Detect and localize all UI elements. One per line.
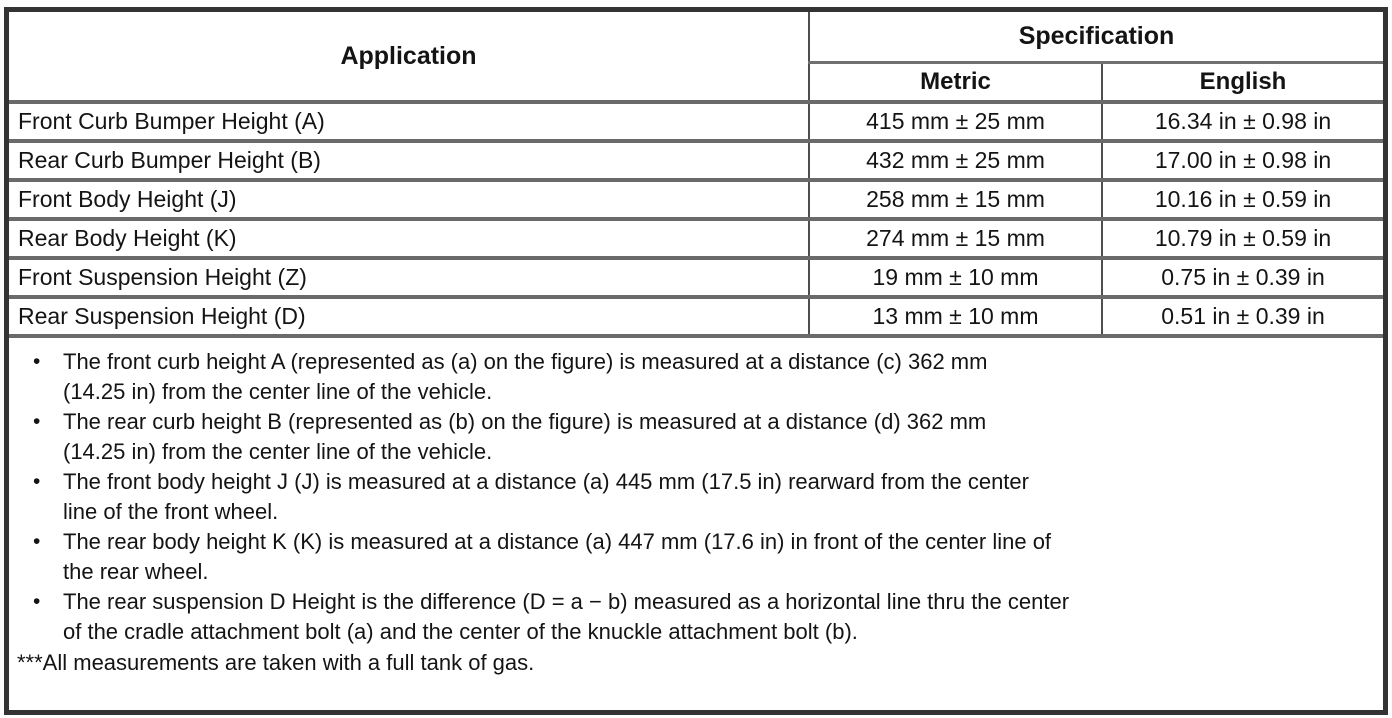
note-item: • The front body height J (J) is measure…: [17, 467, 1375, 527]
english-value-cell: 10.79 in ± 0.59 in: [1101, 219, 1383, 260]
column-header-metric: Metric: [808, 62, 1102, 105]
bullet-icon: •: [33, 410, 41, 433]
note-item: • The front curb height A (represented a…: [17, 347, 1375, 407]
notes-section: • The front curb height A (represented a…: [9, 338, 1383, 678]
metric-value-cell: 415 mm ± 25 mm: [808, 102, 1102, 143]
application-cell: Rear Curb Bumper Height (B): [9, 141, 809, 182]
table-row: Rear Body Height (K) 274 mm ± 15 mm 10.7…: [9, 219, 1383, 260]
header-row-top: Application Specification: [9, 12, 1383, 104]
metric-value-cell: 432 mm ± 25 mm: [808, 141, 1102, 182]
metric-value-cell: 13 mm ± 10 mm: [808, 297, 1102, 338]
application-cell: Front Body Height (J): [9, 180, 809, 221]
note-item: • The rear suspension D Height is the di…: [17, 587, 1375, 647]
bullet-icon: •: [33, 590, 41, 613]
bullet-icon: •: [33, 530, 41, 553]
table-row: Front Body Height (J) 258 mm ± 15 mm 10.…: [9, 180, 1383, 221]
english-value-cell: 16.34 in ± 0.98 in: [1101, 102, 1383, 143]
note-item: • The rear curb height B (represented as…: [17, 407, 1375, 467]
english-value-cell: 17.00 in ± 0.98 in: [1101, 141, 1383, 182]
table-row: Front Suspension Height (Z) 19 mm ± 10 m…: [9, 258, 1383, 299]
note-text: The rear curb height B (represented as (…: [63, 409, 987, 464]
note-text: The rear suspension D Height is the diff…: [63, 589, 1070, 644]
metric-value-cell: 19 mm ± 10 mm: [808, 258, 1102, 299]
header-row-sub: Metric English: [9, 62, 1383, 105]
column-header-specification: Specification: [808, 12, 1383, 65]
metric-value-cell: 258 mm ± 15 mm: [808, 180, 1102, 221]
bullet-icon: •: [33, 350, 41, 373]
metric-value-cell: 274 mm ± 15 mm: [808, 219, 1102, 260]
application-cell: Rear Body Height (K): [9, 219, 809, 260]
application-cell: Front Suspension Height (Z): [9, 258, 809, 299]
note-text: The front curb height A (represented as …: [63, 349, 988, 404]
english-value-cell: 0.75 in ± 0.39 in: [1101, 258, 1383, 299]
application-cell: Front Curb Bumper Height (A): [9, 102, 809, 143]
note-text: The front body height J (J) is measured …: [63, 469, 1029, 524]
note-text: The rear body height K (K) is measured a…: [63, 529, 1052, 584]
spec-table-frame: Application Specification Metric English…: [4, 7, 1388, 715]
footnote: ***All measurements are taken with a ful…: [17, 650, 535, 675]
table-row: Front Curb Bumper Height (A) 415 mm ± 25…: [9, 102, 1383, 143]
table-row: Rear Curb Bumper Height (B) 432 mm ± 25 …: [9, 141, 1383, 182]
english-value-cell: 0.51 in ± 0.39 in: [1101, 297, 1383, 338]
column-header-application: Application: [9, 12, 809, 104]
english-value-cell: 10.16 in ± 0.59 in: [1101, 180, 1383, 221]
application-cell: Rear Suspension Height (D): [9, 297, 809, 338]
bullet-icon: •: [33, 470, 41, 493]
note-item: • The rear body height K (K) is measured…: [17, 527, 1375, 587]
height-spec-table: Application Specification Metric English…: [9, 12, 1383, 338]
column-header-english: English: [1101, 62, 1383, 105]
table-row: Rear Suspension Height (D) 13 mm ± 10 mm…: [9, 297, 1383, 338]
